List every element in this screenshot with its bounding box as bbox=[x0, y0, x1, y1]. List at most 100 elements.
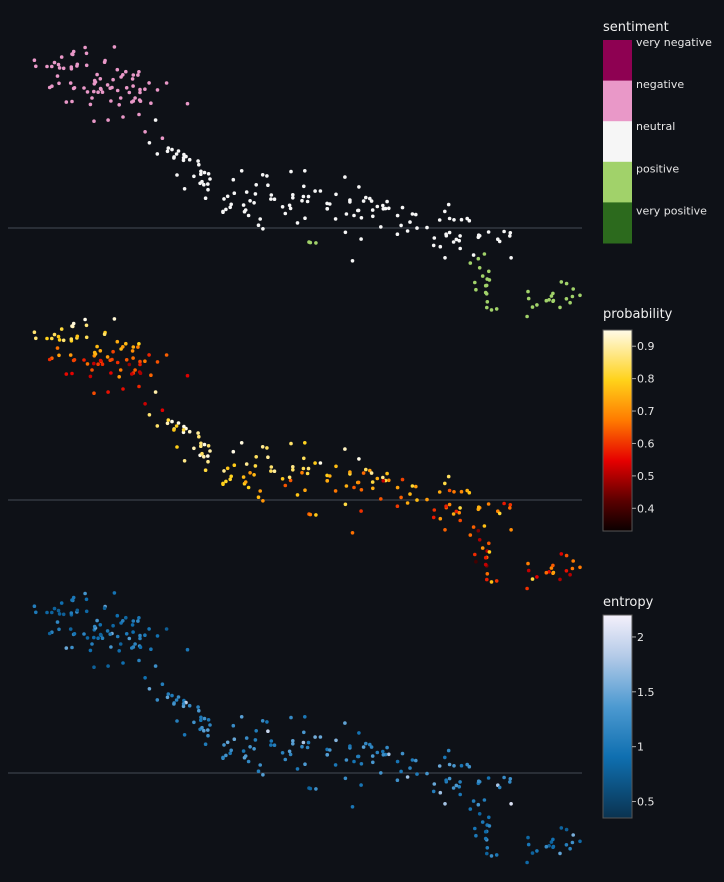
scatter-point bbox=[399, 223, 403, 228]
scatter-point bbox=[192, 174, 196, 179]
scatter-point bbox=[199, 444, 203, 449]
scatter-point bbox=[105, 355, 110, 359]
scatter-point bbox=[131, 73, 136, 77]
scatter-point bbox=[57, 612, 62, 616]
scatter-point bbox=[289, 441, 293, 446]
scatter-points-sentiment bbox=[32, 45, 582, 319]
scatter-point bbox=[241, 749, 246, 753]
scatter-point bbox=[530, 577, 535, 581]
scatter-point bbox=[266, 183, 270, 187]
scatter-point bbox=[174, 424, 179, 428]
legend-swatch-negative bbox=[603, 80, 632, 122]
legend-label-negative: negative bbox=[636, 78, 684, 91]
scatter-point bbox=[202, 442, 207, 447]
scatter-point bbox=[289, 715, 293, 720]
scatter-point bbox=[92, 361, 96, 366]
scatter-point bbox=[452, 490, 456, 494]
scatter-point bbox=[415, 498, 419, 502]
scatter-point bbox=[200, 725, 204, 730]
scatter-point bbox=[221, 481, 225, 486]
scatter-point bbox=[291, 465, 295, 469]
scatter-point bbox=[578, 293, 582, 298]
scatter-point bbox=[96, 90, 100, 94]
scatter-point bbox=[118, 96, 123, 100]
scatter-point bbox=[476, 802, 481, 807]
scatter-point bbox=[138, 359, 142, 364]
scatter-point bbox=[206, 182, 210, 186]
scatter-point bbox=[526, 842, 531, 847]
scatter-point bbox=[196, 431, 200, 435]
scatter-point bbox=[447, 488, 452, 493]
scatter-point bbox=[564, 281, 569, 286]
scatter-point bbox=[182, 187, 187, 191]
scatter-point bbox=[415, 226, 419, 230]
scatter-point bbox=[174, 698, 179, 702]
scatter-point bbox=[525, 860, 529, 865]
scatter-point bbox=[458, 234, 462, 238]
scatter-point bbox=[147, 81, 151, 85]
scatter-point bbox=[82, 86, 86, 90]
scatter-point bbox=[325, 753, 330, 757]
scatter-point bbox=[172, 702, 176, 706]
scatter-point bbox=[121, 345, 125, 349]
scatter-point bbox=[95, 344, 99, 349]
scatter-point bbox=[303, 441, 307, 445]
scatter-point bbox=[149, 373, 153, 378]
scatter-point bbox=[131, 345, 136, 349]
scatter-point bbox=[283, 211, 288, 216]
scatter-point bbox=[124, 358, 129, 362]
scatter-point bbox=[408, 220, 412, 224]
scatter-point bbox=[476, 256, 481, 261]
scatter-point bbox=[291, 739, 295, 743]
scatter-point bbox=[343, 776, 348, 781]
scatter-point bbox=[130, 349, 135, 353]
scatter-point bbox=[160, 682, 165, 686]
scatter-point bbox=[228, 477, 232, 482]
scatter-point bbox=[269, 743, 273, 747]
scatter-point bbox=[369, 199, 374, 203]
scatter-point bbox=[483, 829, 488, 834]
scatter-point bbox=[352, 485, 356, 490]
scatter-point bbox=[438, 790, 443, 795]
scatter-point bbox=[308, 512, 313, 517]
scatter-point bbox=[371, 214, 375, 219]
scatter-point bbox=[483, 562, 488, 567]
scatter-point bbox=[202, 170, 207, 175]
scatter-point bbox=[206, 172, 211, 176]
scatter-point bbox=[160, 136, 165, 140]
scatter-point bbox=[248, 471, 252, 475]
scatter-point bbox=[82, 632, 86, 636]
scatter-point bbox=[480, 820, 485, 824]
scatter-point bbox=[192, 720, 196, 725]
scatter-point bbox=[485, 300, 490, 304]
scatter-point bbox=[254, 455, 258, 459]
scatter-point bbox=[88, 102, 93, 107]
scatter-point bbox=[241, 475, 246, 479]
scatter-point bbox=[379, 225, 383, 229]
scatter-point bbox=[98, 349, 103, 353]
scatter-point bbox=[258, 489, 263, 493]
scatter-point bbox=[489, 580, 494, 584]
scatter-point bbox=[385, 199, 389, 204]
scatter-point bbox=[291, 196, 295, 200]
scatter-point bbox=[457, 238, 462, 243]
scatter-point bbox=[570, 840, 575, 845]
scatter-point bbox=[485, 846, 490, 850]
scatter-point bbox=[535, 303, 539, 307]
scatter-point bbox=[155, 152, 160, 156]
scatter-point bbox=[443, 209, 447, 214]
scatter-point bbox=[199, 441, 203, 446]
scatter-point bbox=[350, 531, 355, 535]
scatter-point bbox=[509, 528, 513, 532]
scatter-point bbox=[203, 196, 208, 200]
scatter-point bbox=[288, 752, 293, 757]
scatter-point bbox=[447, 776, 452, 781]
scatter-point bbox=[88, 374, 93, 379]
scatter-point bbox=[100, 362, 105, 367]
scatter-point bbox=[379, 497, 383, 501]
scatter-point bbox=[243, 754, 248, 758]
scatter-point bbox=[75, 608, 80, 613]
scatter-point bbox=[387, 478, 391, 483]
scatter-point bbox=[343, 502, 348, 507]
scatter-point bbox=[117, 103, 121, 107]
